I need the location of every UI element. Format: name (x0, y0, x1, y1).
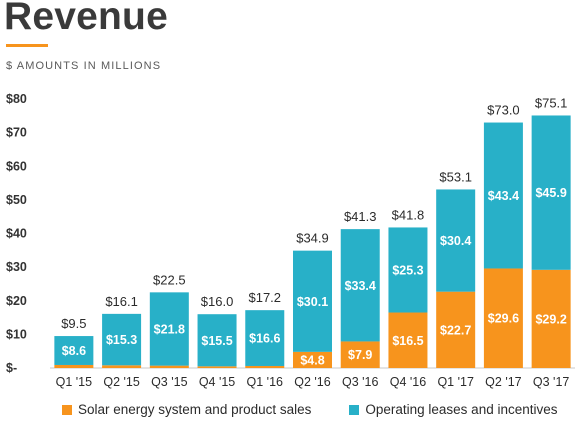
data-label-operating-leases: $30.4 (440, 234, 471, 248)
legend-label-operating-leases: Operating leases and incentives (365, 402, 558, 417)
x-tick-label: Q3 '15 (151, 375, 187, 389)
x-tick-label: Q2 '15 (103, 375, 139, 389)
data-label-solar-sales: $22.7 (440, 323, 471, 337)
data-label-solar-sales: $29.6 (488, 312, 519, 326)
chart-subtitle: $ AMOUNTS IN MILLIONS (6, 60, 162, 72)
bar-solar-sales (102, 365, 142, 368)
bar-operating-leases (531, 115, 571, 270)
bar-operating-leases (388, 227, 428, 313)
y-tick-label: $50 (6, 193, 27, 207)
bar-operating-leases (293, 250, 332, 352)
data-label-operating-leases: $16.6 (249, 332, 280, 346)
data-label-operating-leases: $45.9 (535, 186, 566, 200)
bar-solar-sales (388, 312, 428, 368)
total-label: $9.5 (61, 316, 86, 331)
total-label: $16.0 (201, 294, 234, 309)
legend-item-operating-leases: Operating leases and incentives (349, 402, 558, 417)
bar-operating-leases (436, 189, 476, 292)
x-tick-label: Q3 '17 (533, 375, 569, 389)
y-tick-label: $80 (6, 92, 27, 106)
total-label: $17.2 (248, 290, 281, 305)
total-label: $41.8 (392, 207, 425, 222)
y-tick-label: $20 (6, 294, 27, 308)
bar-solar-sales (149, 365, 189, 368)
data-label-operating-leases: $33.4 (345, 279, 376, 293)
x-tick-label: Q2 '17 (485, 375, 521, 389)
total-label: $41.3 (344, 209, 377, 224)
bar-solar-sales (483, 268, 523, 368)
data-label-solar-sales: $4.8 (300, 353, 324, 367)
data-label-operating-leases: $15.5 (201, 334, 232, 348)
bar-operating-leases (483, 122, 523, 269)
y-tick-label: $60 (6, 159, 27, 173)
bar-solar-sales (531, 269, 571, 368)
bar-solar-sales (54, 364, 94, 368)
legend-swatch-operating-leases (349, 404, 360, 415)
bar-operating-leases (340, 229, 380, 342)
bar-operating-leases (245, 310, 285, 366)
bar-operating-leases (149, 292, 189, 366)
bar-solar-sales (340, 341, 380, 368)
x-tick-label: Q1 '17 (437, 375, 473, 389)
page-title: Revenue (4, 0, 168, 38)
bar-operating-leases (102, 313, 142, 366)
data-label-operating-leases: $8.6 (62, 344, 86, 358)
total-label: $73.0 (487, 103, 520, 118)
legend-label-solar-sales: Solar energy system and product sales (78, 402, 312, 417)
data-label-operating-leases: $21.8 (154, 322, 185, 336)
bar-operating-leases (54, 336, 94, 365)
x-tick-label: Q3 '16 (342, 375, 378, 389)
data-label-operating-leases: $25.3 (392, 263, 423, 277)
total-label: $34.9 (296, 231, 329, 246)
chart-legend: Solar energy system and product sales Op… (62, 402, 580, 417)
bar-solar-sales (436, 291, 476, 368)
bar-solar-sales (197, 366, 237, 368)
bar-solar-sales (293, 351, 332, 368)
data-label-operating-leases: $15.3 (106, 333, 137, 347)
legend-swatch-solar-sales (62, 404, 72, 415)
total-label: $75.1 (535, 95, 568, 110)
total-label: $16.1 (105, 294, 138, 309)
y-tick-label: $70 (6, 126, 27, 140)
bar-operating-leases (197, 314, 237, 367)
x-tick-label: Q1 '15 (56, 375, 92, 389)
data-label-solar-sales: $16.5 (392, 334, 423, 348)
x-tick-label: Q1 '16 (247, 375, 283, 389)
x-tick-label: Q2 '16 (294, 375, 330, 389)
data-label-operating-leases: $43.4 (488, 189, 519, 203)
title-accent-rule (6, 44, 48, 47)
total-label: $22.5 (153, 272, 186, 287)
y-tick-label: $10 (6, 327, 27, 341)
y-tick-label: $- (6, 361, 17, 375)
data-label-operating-leases: $30.1 (297, 295, 328, 309)
y-tick-label: $40 (6, 227, 27, 241)
data-label-solar-sales: $29.2 (535, 312, 566, 326)
data-label-solar-sales: $7.9 (348, 348, 372, 362)
legend-item-solar-sales: Solar energy system and product sales (62, 402, 311, 417)
bar-solar-sales (245, 365, 285, 368)
total-label: $53.1 (439, 169, 472, 184)
y-tick-label: $30 (6, 260, 27, 274)
x-tick-label: Q4 '15 (199, 375, 235, 389)
x-tick-label: Q4 '16 (390, 375, 426, 389)
